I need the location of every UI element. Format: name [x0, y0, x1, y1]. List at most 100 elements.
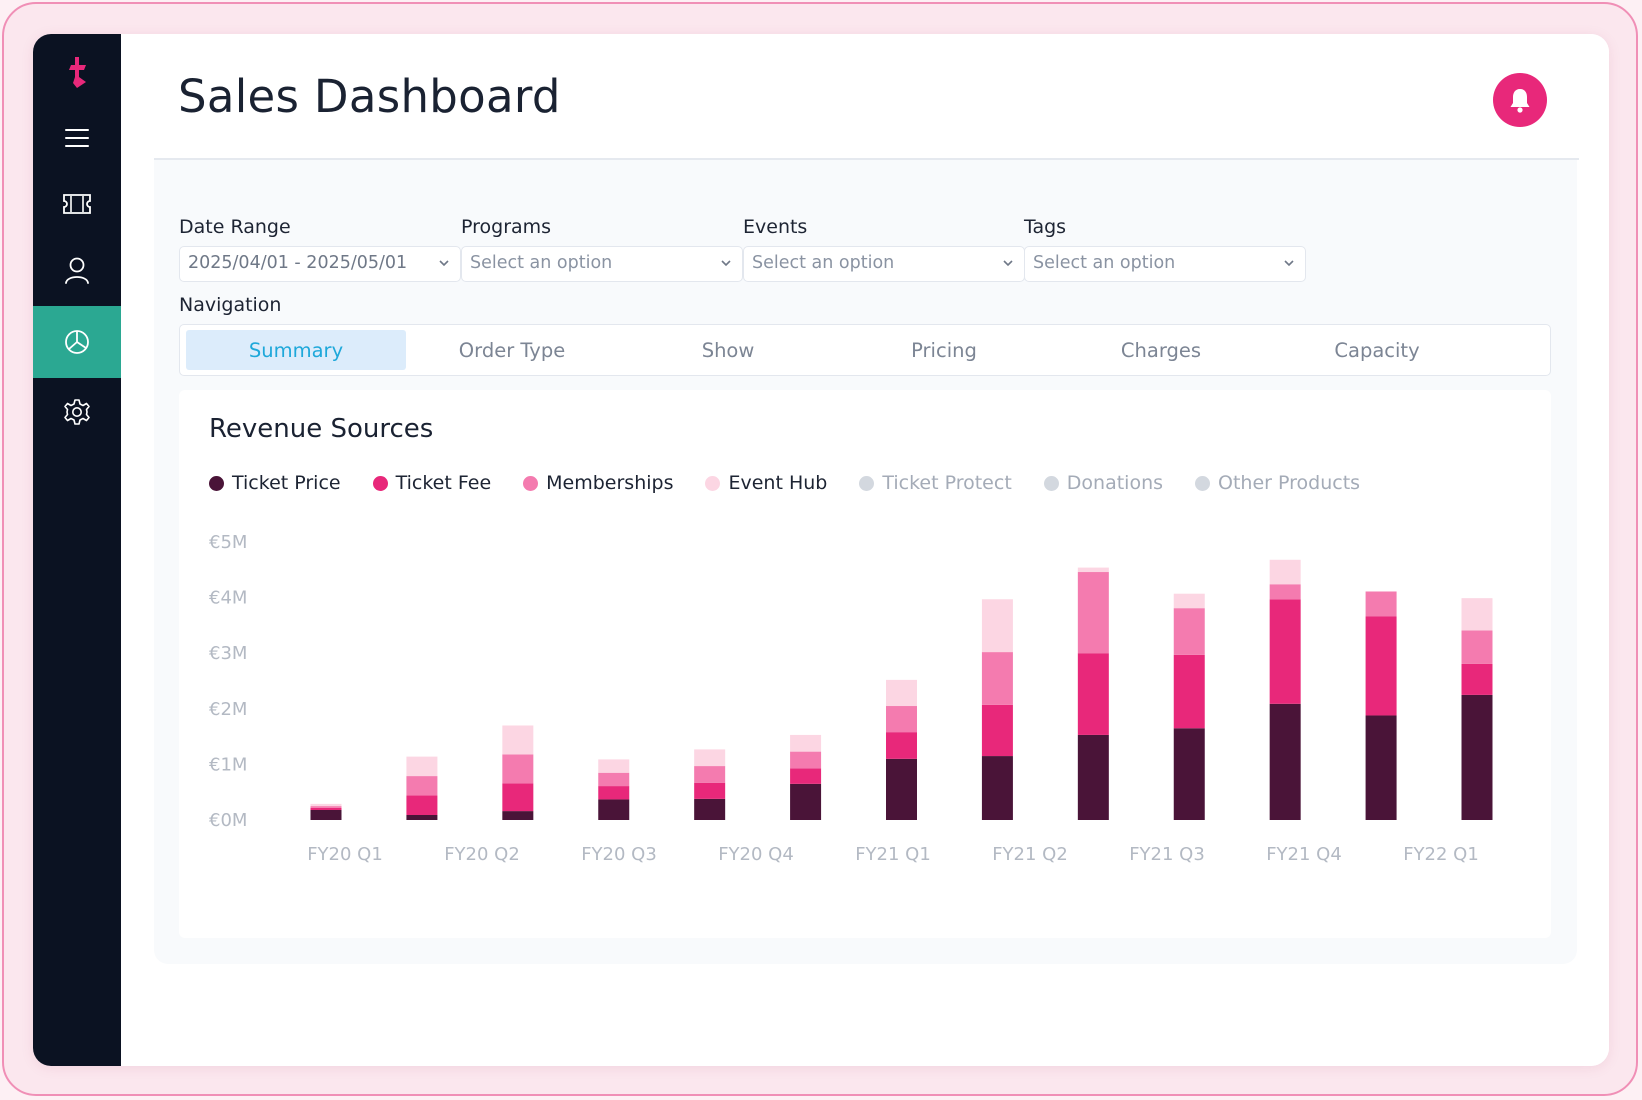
legend-item[interactable]: Ticket Price: [209, 472, 341, 494]
bar-segment[interactable]: [1461, 630, 1493, 664]
sidebar-item-tickets[interactable]: [33, 168, 121, 240]
bar-segment[interactable]: [1365, 715, 1397, 820]
bar-segment[interactable]: [1269, 559, 1301, 585]
bar-segment[interactable]: [1269, 599, 1301, 704]
legend-item[interactable]: Event Hub: [705, 472, 827, 494]
tags-placeholder: Select an option: [1033, 253, 1176, 273]
bar-segment[interactable]: [598, 799, 630, 820]
legend-item[interactable]: Donations: [1043, 472, 1163, 494]
gear-icon: [64, 399, 90, 425]
legend-item[interactable]: Other Products: [1195, 472, 1360, 494]
card-title: Revenue Sources: [209, 414, 434, 444]
bar-segment[interactable]: [1077, 567, 1109, 573]
bar-segment[interactable]: [1173, 728, 1205, 820]
bar-segment[interactable]: [502, 725, 534, 755]
bar-segment[interactable]: [598, 772, 630, 787]
bar-segment[interactable]: [1077, 572, 1109, 654]
bar-segment[interactable]: [694, 798, 726, 820]
bar-segment[interactable]: [694, 749, 726, 767]
bar-segment[interactable]: [886, 679, 917, 707]
navigation-label: Navigation: [179, 294, 282, 316]
legend-swatch: [705, 475, 721, 491]
tab-capacity[interactable]: Capacity: [1334, 338, 1420, 362]
tab-pricing[interactable]: Pricing: [911, 338, 977, 362]
bar-segment[interactable]: [1365, 591, 1397, 617]
tab-order-type[interactable]: Order Type: [458, 338, 566, 362]
bar-segment[interactable]: [502, 811, 534, 820]
bar-segment[interactable]: [1077, 653, 1109, 735]
bar-segment[interactable]: [1461, 663, 1493, 695]
y-tick-label: €2M: [209, 699, 247, 720]
notifications-button[interactable]: [1493, 73, 1547, 127]
bar-segment[interactable]: [310, 806, 342, 808]
y-tick-label: €1M: [209, 754, 247, 775]
bar-segment[interactable]: [694, 782, 726, 799]
main-content: Sales Dashboard Date Range 2025/04/01 - …: [121, 34, 1609, 1066]
x-tick-label: FY21 Q2: [992, 844, 1068, 865]
legend-item[interactable]: Memberships: [523, 472, 673, 494]
tab-charges[interactable]: Charges: [1120, 338, 1202, 362]
bar-segment[interactable]: [1365, 616, 1397, 716]
bar-segment[interactable]: [981, 704, 1013, 757]
sidebar-item-reports[interactable]: [33, 306, 121, 378]
legend-swatch: [859, 475, 875, 491]
bar-segment[interactable]: [502, 754, 534, 784]
sidebar-item-settings[interactable]: [33, 376, 121, 448]
bar-segment[interactable]: [310, 809, 342, 820]
bar-segment[interactable]: [886, 706, 917, 733]
bar-segment[interactable]: [1461, 694, 1493, 820]
bar-segment[interactable]: [694, 766, 726, 783]
sidebar: [33, 34, 121, 1066]
events-select[interactable]: Select an option: [743, 246, 1025, 282]
legend-swatch: [209, 475, 224, 491]
bar-segment[interactable]: [310, 807, 342, 810]
y-tick-label: €4M: [209, 588, 247, 609]
bar-segment[interactable]: [406, 756, 438, 777]
bar-segment[interactable]: [1173, 608, 1205, 655]
filters-panel: Date Range 2025/04/01 - 2025/05/01 Progr…: [154, 160, 1577, 964]
bar-segment[interactable]: [886, 758, 917, 820]
bar-segment[interactable]: [790, 734, 822, 752]
bar-segment[interactable]: [1461, 598, 1493, 631]
user-icon: [65, 257, 89, 284]
header-divider: [154, 158, 1579, 160]
x-tick-label: FY21 Q3: [1129, 844, 1205, 865]
sidebar-item-users[interactable]: [33, 234, 121, 306]
bar-segment[interactable]: [310, 803, 342, 807]
bar-segment[interactable]: [886, 732, 917, 759]
bar-segment[interactable]: [502, 783, 534, 812]
bar-segment[interactable]: [1269, 584, 1301, 600]
bar-segment[interactable]: [981, 599, 1013, 653]
chart-legend: Ticket Price Ticket Fee Memberships Event H…: [209, 472, 1392, 494]
bar-segment[interactable]: [981, 756, 1013, 820]
bar-segment[interactable]: [1269, 703, 1301, 820]
bar-segment[interactable]: [406, 776, 438, 796]
legend-item[interactable]: Ticket Fee: [372, 472, 491, 494]
bar-segment[interactable]: [790, 783, 822, 820]
bar-segment[interactable]: [598, 759, 630, 773]
chevron-down-icon: [721, 260, 731, 267]
bar-segment[interactable]: [1173, 593, 1205, 609]
app-window: Sales Dashboard Date Range 2025/04/01 - …: [33, 34, 1609, 1066]
events-label: Events: [743, 216, 808, 238]
bar-segment[interactable]: [790, 751, 822, 769]
legend-label: Ticket Protect: [882, 472, 1012, 494]
x-tick-label: FY20 Q3: [581, 844, 657, 865]
programs-label: Programs: [461, 216, 552, 238]
tab-summary[interactable]: Summary: [186, 330, 406, 370]
tab-show[interactable]: Show: [701, 338, 755, 362]
bar-segment[interactable]: [406, 795, 438, 815]
date-range-select[interactable]: 2025/04/01 - 2025/05/01: [179, 246, 461, 282]
bar-segment[interactable]: [406, 814, 438, 820]
brand-logo[interactable]: [33, 44, 121, 100]
bar-segment[interactable]: [1077, 734, 1109, 820]
programs-select[interactable]: Select an option: [461, 246, 743, 282]
bar-segment[interactable]: [790, 768, 822, 784]
x-tick-label: FY21 Q1: [855, 844, 931, 865]
bar-segment[interactable]: [1173, 654, 1205, 729]
bar-segment[interactable]: [981, 652, 1013, 705]
menu-button[interactable]: [33, 102, 121, 174]
legend-item[interactable]: Ticket Protect: [859, 472, 1012, 494]
bar-segment[interactable]: [598, 786, 630, 800]
tags-select[interactable]: Select an option: [1024, 246, 1306, 282]
